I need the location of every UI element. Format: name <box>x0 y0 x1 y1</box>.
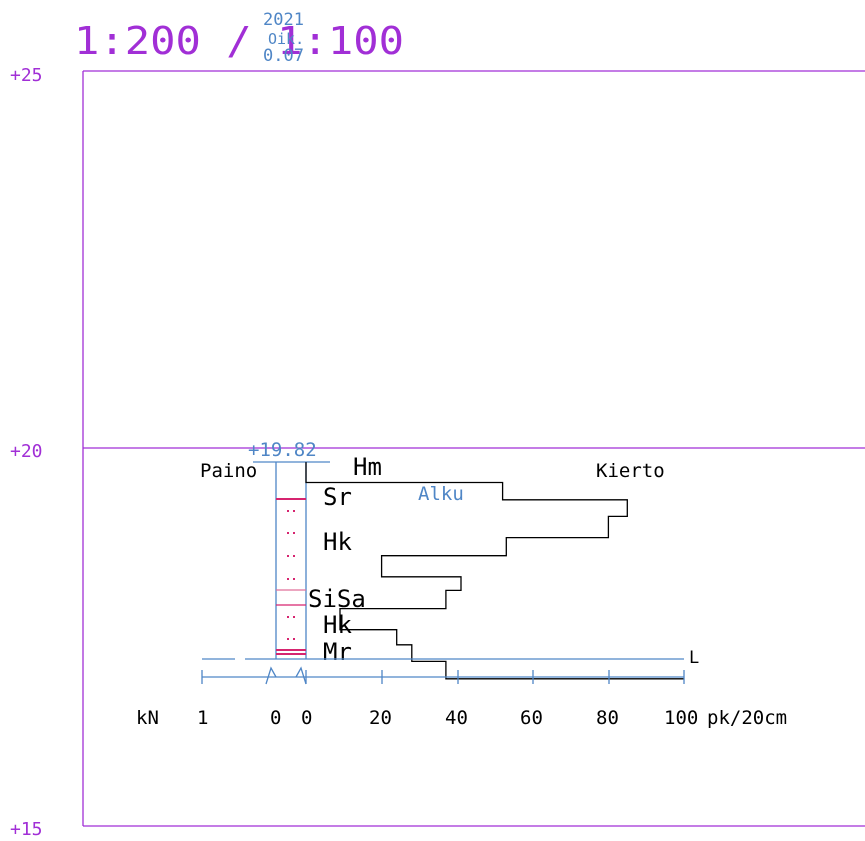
probe-tip-marks <box>265 666 307 685</box>
elevation-label-top: +25 <box>10 65 43 86</box>
soil-layer-label: Hm <box>353 453 382 481</box>
sample-marks <box>287 510 295 640</box>
kierto-label: Kierto <box>596 460 665 482</box>
elevation-label-middle: +20 <box>10 441 43 462</box>
scale-label: 1:200 / 1:100 <box>74 19 404 63</box>
x-tick-label: 20 <box>369 707 392 729</box>
elevation-label-bottom: +15 <box>10 819 43 840</box>
kierto-series-line <box>305 462 684 680</box>
paino-label: Paino <box>200 460 257 482</box>
x-tick-label: 100 <box>664 707 698 729</box>
soil-layer-label: Mr <box>323 638 352 666</box>
scale-ticks <box>201 670 685 684</box>
oik-value: 0.07 <box>263 46 304 66</box>
x-tick-label: 40 <box>445 707 468 729</box>
zero-tick-label: 0 <box>270 707 281 729</box>
kn-tick-label: 1 <box>197 707 208 729</box>
unit-label: pk/20cm <box>707 707 787 729</box>
soil-layer-label: Sr <box>323 483 352 511</box>
x-tick-label: 80 <box>596 707 619 729</box>
zero-tick-label: 0 <box>301 707 312 729</box>
kn-label: kN <box>136 707 159 729</box>
soil-layer-label: Hk <box>323 528 352 556</box>
ground-level-label: +19.82 <box>248 439 317 461</box>
end-label: L <box>689 648 699 668</box>
alku-label: Alku <box>418 483 464 505</box>
oik-label: Oik. <box>268 30 304 48</box>
year-label: 2021 <box>263 10 304 30</box>
x-tick-label: 60 <box>520 707 543 729</box>
soil-layer-label: Hk <box>323 611 352 639</box>
